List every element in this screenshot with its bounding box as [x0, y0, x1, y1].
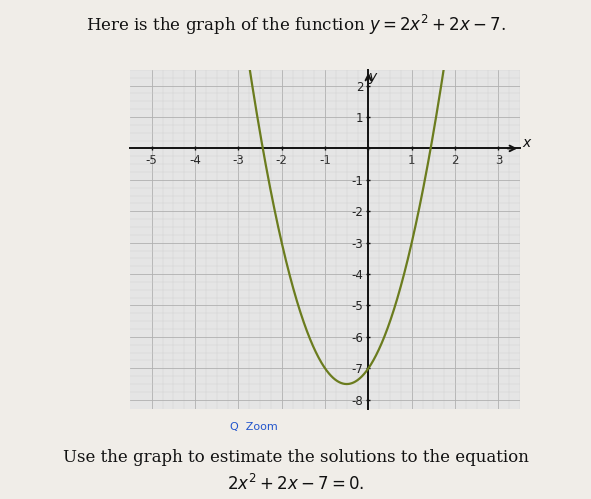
Text: $x$: $x$ — [522, 136, 533, 150]
Text: Here is the graph of the function $y = 2x^2 + 2x - 7$.: Here is the graph of the function $y = 2… — [86, 12, 505, 36]
Text: $2x^2 + 2x - 7 = 0.$: $2x^2 + 2x - 7 = 0.$ — [227, 474, 364, 494]
Text: Q  Zoom: Q Zoom — [230, 422, 278, 432]
Text: Use the graph to estimate the solutions to the equation: Use the graph to estimate the solutions … — [63, 449, 528, 466]
Text: $y$: $y$ — [368, 71, 379, 86]
